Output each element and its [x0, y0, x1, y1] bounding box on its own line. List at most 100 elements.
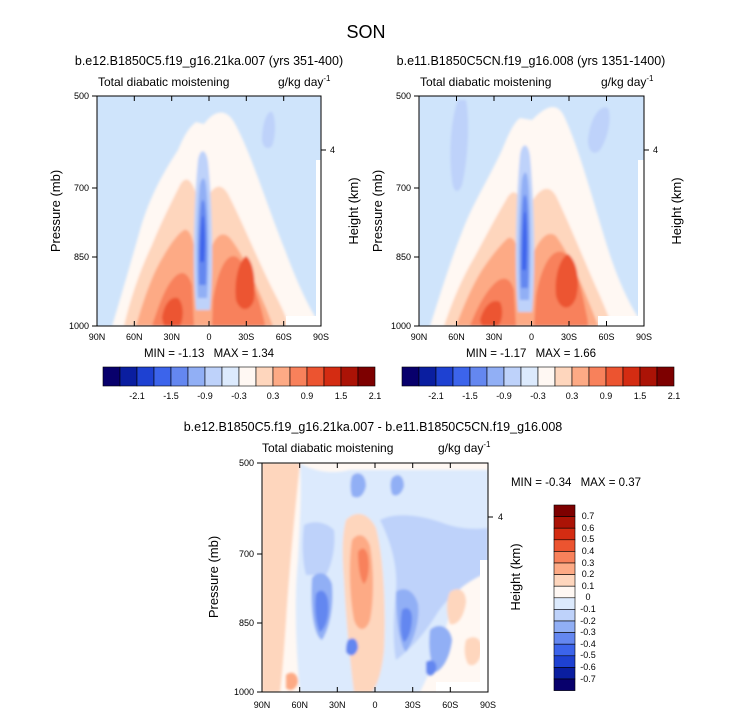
panel-1-right-ylabel: Height (km)	[346, 177, 361, 244]
panel-3-colorbar-box	[553, 609, 576, 622]
panel-2-fill-negative-3	[522, 211, 527, 270]
figure-title: SON	[346, 22, 385, 42]
panel-1-yticks	[92, 95, 326, 327]
panel-3-units-exponent: -1	[483, 440, 491, 449]
panel-3-min-label: MIN =	[511, 477, 542, 489]
panel-2-frame: 90N 60N 30N 0 30S 60S 90S 500 700 850 10…	[370, 91, 684, 342]
panel-1-units-text: g/kg day	[278, 75, 323, 89]
panel-1-colorbar: -2.1 -1.5 -0.9 -0.3 0.3 0.9 1.5 2.1	[102, 366, 382, 401]
panel-1-max-value: 1.34	[252, 348, 275, 360]
panel-2-min-value: -1.17	[500, 348, 526, 360]
panel-3-fill-negative-3	[315, 590, 412, 642]
panel-1: b.e12.B1850C5.f19_g16.21ka.007 (yrs 351-…	[48, 54, 381, 401]
panel-3-fill-positive-right	[447, 589, 482, 666]
panel-3-colorbar-label: -0.2	[580, 616, 596, 626]
panel-3-xticks	[261, 463, 489, 692]
panel-1-colorbar-label: -2.1	[129, 391, 145, 401]
panel-3-units-text: g/kg day	[438, 441, 483, 455]
panel-3-ytick-label: 500	[239, 458, 254, 468]
panel-3-fill-negative-small-2	[346, 638, 437, 676]
panel-2-fill-negative-upper	[450, 100, 469, 192]
panel-1-ytick-label: 700	[74, 183, 89, 193]
panel-3-fill-negative-1	[302, 515, 488, 660]
panel-1-ylabel: Pressure (mb)	[48, 170, 63, 252]
panel-2-left-string: Total diabatic moistening	[420, 75, 551, 89]
panel-3-fill-positive-surface	[286, 672, 298, 690]
panel-3-colorbar-label: -0.4	[580, 639, 596, 649]
panel-1-colorbar-box	[306, 366, 325, 387]
panel-1-terrain-mask-pole	[316, 160, 321, 326]
panel-1-title: b.e12.B1850C5.f19_g16.21ka.007 (yrs 351-…	[75, 54, 343, 68]
panel-1-xtick-label: 60S	[276, 332, 292, 342]
panel-1-xtick-label: 30S	[238, 332, 254, 342]
panel-3-colorbar-box	[553, 667, 576, 680]
panel-2-colorbar-label: -0.9	[496, 391, 512, 401]
panel-1-colorbar-box	[170, 366, 189, 387]
panel-2-units: g/kg day-1	[601, 74, 654, 89]
panel-2-contour-fill	[430, 100, 644, 326]
panel-3-colorbar-label: 0.7	[582, 511, 595, 521]
panel-2-yticks	[414, 95, 649, 327]
panel-1-colorbar-label: -1.5	[163, 391, 179, 401]
panel-2-colorbar-label: -1.5	[462, 391, 478, 401]
panel-1-colorbar-box	[187, 366, 206, 387]
panel-3-fill-positive-jet-3	[358, 548, 369, 584]
panel-3-xtick-label: 60S	[442, 700, 458, 710]
panel-1-minmax: MIN = -1.13 MAX = 1.34	[144, 348, 275, 360]
panel-2-colorbar-box	[639, 366, 658, 387]
panel-2-colorbar-box	[554, 366, 573, 387]
panel-2-plot-area	[419, 96, 644, 326]
panel-2-right-ylabel: Height (km)	[669, 177, 684, 244]
panel-3-max-label: MAX =	[581, 477, 616, 489]
panel-2-xtick-label: 0	[529, 332, 534, 342]
panel-1-xtick-label: 0	[206, 332, 211, 342]
panel-2-colorbar-box	[469, 366, 488, 387]
panel-3-colorbar-boxes	[553, 504, 576, 691]
panel-1-terrain-mask	[286, 316, 321, 326]
panel-1-ytick-label: 1000	[69, 321, 89, 331]
panel-2-colorbar-box	[401, 366, 420, 387]
panel-2-colorbar-box	[605, 366, 624, 387]
panel-1-colorbar-label: 2.1	[369, 391, 382, 401]
panel-3-terrain-mask	[436, 682, 488, 692]
panel-3-colorbar-box	[553, 678, 576, 691]
panel-2-xtick-label: 30N	[486, 332, 503, 342]
panel-2-colorbar-label: 0.3	[566, 391, 579, 401]
panel-2-xtick-label: 30S	[561, 332, 577, 342]
panel-1-min-label: MIN =	[144, 348, 175, 360]
panel-1-colorbar-box	[255, 366, 274, 387]
panel-3-colorbar-box	[553, 539, 576, 552]
panel-3-height-tick-label: 4	[498, 512, 503, 522]
panel-3-terrain-mask-pole	[480, 560, 488, 692]
panel-3-colorbar-label: -0.7	[580, 674, 596, 684]
panel-2-ytick-label: 500	[396, 91, 411, 101]
panel-3-title: b.e12.B1850C5.f19_g16.21ka.007 - b.e11.B…	[184, 420, 563, 434]
panel-1-colorbar-label: 0.3	[267, 391, 280, 401]
panel-1-xtick-label: 60N	[126, 332, 143, 342]
panel-3-left-string: Total diabatic moistening	[262, 441, 393, 455]
panel-1-plot-area	[97, 96, 321, 326]
panel-1-xtick-label: 90S	[313, 332, 329, 342]
panel-3-ytick-label: 850	[239, 618, 254, 628]
panel-3-colorbar-label: 0	[585, 592, 590, 602]
panel-2-colorbar-box	[520, 366, 539, 387]
panel-2-max-value: 1.66	[574, 348, 596, 360]
panel-2-height-tick-label: 4	[653, 145, 658, 155]
panel-2-colorbar-label: 1.5	[634, 391, 647, 401]
panel-2-fill-positive-4	[480, 254, 578, 326]
panel-1-colorbar-box	[272, 366, 291, 387]
panel-2: b.e11.B1850C5CN.f19_g16.008 (yrs 1351-14…	[370, 54, 684, 401]
panel-3-colorbar-label: -0.6	[580, 662, 596, 672]
panel-2-colorbar-boxes	[401, 366, 675, 387]
panel-1-fill-negative-3	[200, 215, 205, 262]
panel-1-ytick-label: 850	[74, 252, 89, 262]
panel-2-xticks	[418, 96, 645, 326]
panel-3-colorbar-label: -0.5	[580, 650, 596, 660]
panel-3-fill-negative-2	[311, 573, 452, 672]
panel-1-colorbar-box	[289, 366, 308, 387]
panel-3-colorbar-box	[553, 620, 576, 633]
panel-3-contour-fill	[262, 463, 488, 692]
panel-2-ytick-label: 1000	[391, 321, 411, 331]
panel-2-xtick-label: 90N	[411, 332, 428, 342]
panel-3-fill-negative-small-1	[350, 473, 404, 498]
